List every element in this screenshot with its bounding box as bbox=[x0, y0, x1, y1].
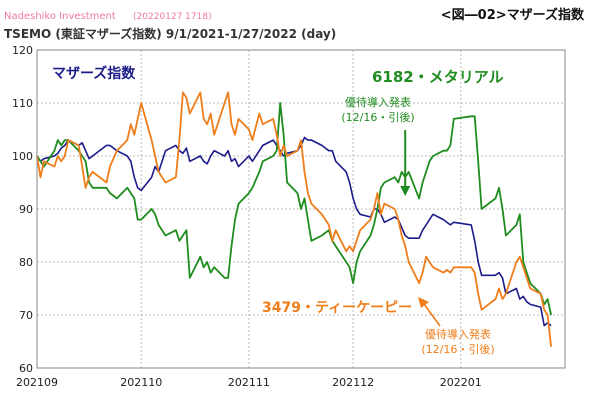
metareal-annotation-text: 優待導入発表 bbox=[345, 95, 411, 109]
series-labels: マザーズ指数 6182・メタリアル 3479・ティーケーピー bbox=[52, 65, 504, 316]
tkp-annotation-text: (12/16・引後) bbox=[421, 342, 494, 356]
metareal-annotation-text: (12/16・引後) bbox=[341, 110, 414, 124]
y-tick-label: 60 bbox=[19, 362, 33, 375]
y-tick-label: 110 bbox=[12, 97, 33, 110]
y-tick-label: 70 bbox=[19, 309, 33, 322]
y-tick-label: 100 bbox=[12, 150, 33, 163]
x-tick-label: 202109 bbox=[16, 376, 58, 389]
plot-frame bbox=[36, 49, 566, 369]
x-tick-label: 202110 bbox=[120, 376, 162, 389]
index-line bbox=[36, 136, 552, 327]
figure-title: <図―02>マザーズ指数 bbox=[441, 7, 585, 23]
arrowhead-icon bbox=[400, 186, 411, 196]
x-axis-ticks: 202109 202110 202111 202112 202201 bbox=[16, 376, 482, 389]
watermark-text: Nadeshiko Investment bbox=[4, 11, 116, 22]
timestamp-text: (20220127 1718) bbox=[133, 12, 212, 22]
x-tick-label: 202111 bbox=[228, 376, 270, 389]
y-axis-ticks: 60 70 80 90 100 110 120 bbox=[12, 44, 33, 375]
chart-subtitle: TSEMO (東証マザーズ指数) 9/1/2021-1/27/2022 (day… bbox=[4, 26, 336, 41]
tkp-annotation-arrow bbox=[423, 303, 441, 327]
series-lines bbox=[36, 91, 552, 347]
arrowhead-icon bbox=[418, 297, 429, 308]
x-tick-label: 202112 bbox=[332, 376, 374, 389]
y-tick-label: 90 bbox=[19, 203, 33, 216]
metareal-line bbox=[36, 102, 552, 316]
tkp-annotation-text: 優待導入発表 bbox=[425, 327, 491, 341]
x-tick-label: 202201 bbox=[440, 376, 482, 389]
annotations: 優待導入発表(12/16・引後)優待導入発表(12/16・引後) bbox=[341, 95, 494, 356]
metareal-label: 6182・メタリアル bbox=[372, 68, 504, 86]
y-tick-label: 120 bbox=[12, 44, 33, 57]
tkp-line bbox=[36, 91, 552, 347]
index-label: マザーズ指数 bbox=[52, 65, 136, 82]
tkp-label: 3479・ティーケーピー bbox=[262, 300, 412, 316]
y-tick-label: 80 bbox=[19, 256, 33, 269]
